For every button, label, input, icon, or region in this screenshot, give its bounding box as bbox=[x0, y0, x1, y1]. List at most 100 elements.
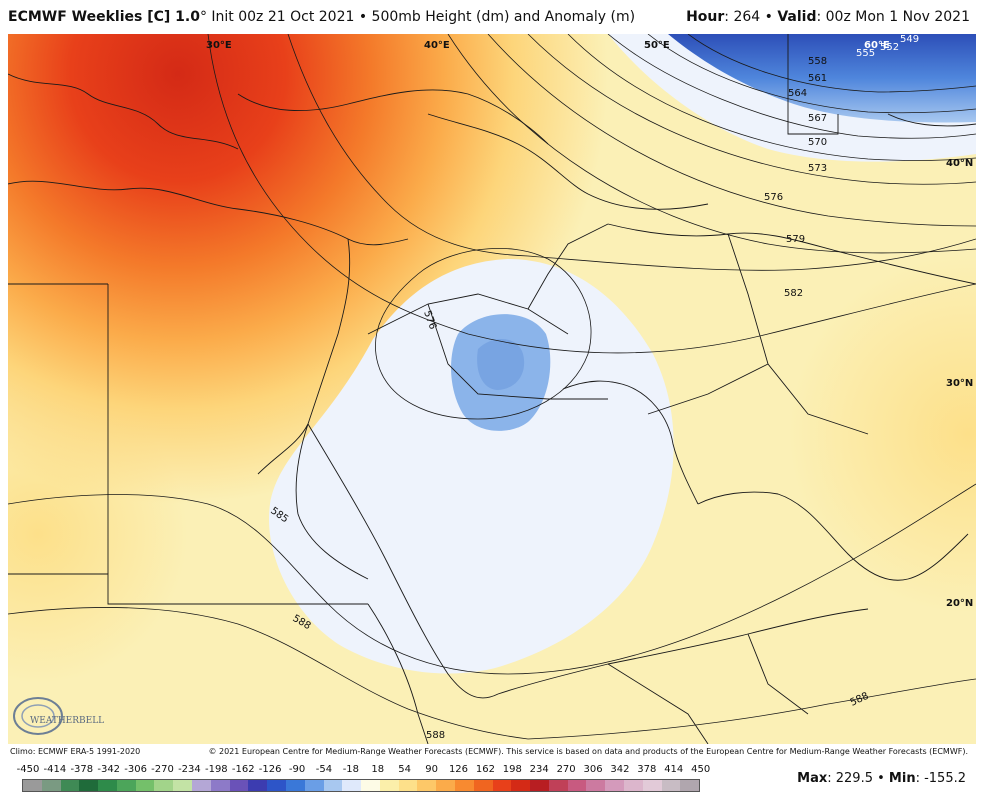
hour-value: : 264 • bbox=[724, 9, 778, 25]
contour-label: 552 bbox=[880, 42, 899, 53]
valid-time: Hour: 264 • Valid: 00z Mon 1 Nov 2021 bbox=[686, 9, 970, 25]
anomaly-negative-arabia-outer bbox=[268, 259, 674, 674]
longitude-label: 50°E bbox=[644, 40, 670, 51]
colorbar-swatch bbox=[398, 780, 418, 791]
colorbar-tick-label: -198 bbox=[204, 764, 228, 775]
contour-label: 561 bbox=[808, 73, 827, 84]
colorbar-swatch bbox=[304, 780, 324, 791]
valid-value: : 00z Mon 1 Nov 2021 bbox=[816, 9, 970, 25]
colorbar-swatch bbox=[60, 780, 80, 791]
colorbar-tick-label: -378 bbox=[70, 764, 94, 775]
colorbar-swatch bbox=[192, 780, 211, 791]
weather-map: 549 552 555 558 561 564 567 570 573 576 … bbox=[8, 34, 976, 744]
contour-label: 582 bbox=[784, 288, 803, 299]
colorbar-tick-label: -18 bbox=[342, 764, 360, 775]
weatherbell-logo: WEATHERBELL bbox=[13, 697, 104, 735]
colorbar-tick-label: 90 bbox=[425, 764, 438, 775]
colorbar-tick-label: -54 bbox=[315, 764, 333, 775]
map-canvas: 549 552 555 558 561 564 567 570 573 576 … bbox=[8, 34, 976, 744]
colorbar-swatch bbox=[454, 780, 474, 791]
colorbar-swatch bbox=[530, 780, 549, 791]
colorbar bbox=[22, 779, 700, 792]
title-description: Init 00z 21 Oct 2021 • 500mb Height (dm)… bbox=[206, 9, 636, 25]
max-value: : 229.5 • bbox=[827, 771, 889, 786]
colorbar-tick-label: 54 bbox=[398, 764, 412, 775]
colorbar-tick-label: -90 bbox=[288, 764, 306, 775]
colorbar-tick-label: 162 bbox=[475, 764, 495, 775]
colorbar-tick-label: 306 bbox=[583, 764, 603, 775]
colorbar-tick-label: -270 bbox=[151, 764, 174, 775]
colorbar-tick-label: -450 bbox=[16, 764, 40, 775]
colorbar-tick-label: -414 bbox=[43, 764, 67, 775]
latitude-label: 30°N bbox=[946, 378, 973, 389]
contour-label: 570 bbox=[808, 137, 827, 148]
max-label: Max bbox=[797, 771, 828, 786]
contour-label: 576 bbox=[764, 192, 783, 203]
colorbar-tick-label: -234 bbox=[178, 764, 201, 775]
map-title: ECMWF Weeklies [C] 1.0° Init 00z 21 Oct … bbox=[8, 9, 635, 25]
contour-label: 558 bbox=[808, 56, 827, 67]
colorbar-swatch bbox=[680, 780, 700, 791]
colorbar-swatch bbox=[548, 780, 568, 791]
max-min-readout: Max: 229.5 • Min: -155.2 bbox=[797, 771, 966, 786]
colorbar-tick-label: 378 bbox=[637, 764, 657, 775]
colorbar-swatch bbox=[210, 780, 230, 791]
credits: Climo: ECMWF ERA-5 1991-2020 © 2021 Euro… bbox=[0, 744, 984, 758]
colorbar-swatch bbox=[248, 780, 268, 791]
min-label: Min bbox=[888, 771, 916, 786]
colorbar-swatch bbox=[605, 780, 624, 791]
colorbar-swatch bbox=[661, 780, 681, 791]
logo-text: WEATHERBELL bbox=[30, 716, 104, 726]
height-contours bbox=[8, 34, 976, 740]
colorbar-tick-label: 234 bbox=[529, 764, 549, 775]
colorbar-swatch bbox=[23, 780, 42, 791]
climo-note: Climo: ECMWF ERA-5 1991-2020 bbox=[10, 747, 141, 756]
colorbar-swatch bbox=[417, 780, 437, 791]
colorbar-swatch bbox=[154, 780, 174, 791]
colorbar-swatch bbox=[323, 780, 343, 791]
colorbar-tick-label: -162 bbox=[231, 764, 255, 775]
colorbar-tick-label: 198 bbox=[502, 764, 522, 775]
colorbar-tick-label: -342 bbox=[97, 764, 121, 775]
header: ECMWF Weeklies [C] 1.0° Init 00z 21 Oct … bbox=[0, 0, 984, 34]
degree-symbol: ° bbox=[199, 9, 207, 25]
contour-label: 549 bbox=[900, 34, 919, 45]
model-name: ECMWF Weeklies [C] 1.0 bbox=[8, 9, 200, 25]
colorbar-swatch bbox=[567, 780, 587, 791]
contour-label: 588 bbox=[426, 730, 445, 741]
colorbar-swatch bbox=[361, 780, 380, 791]
colorbar-tick-label: 414 bbox=[664, 764, 684, 775]
colorbar-swatch bbox=[98, 780, 117, 791]
colorbar-tick-label: 270 bbox=[556, 764, 576, 775]
colorbar-swatch bbox=[624, 780, 643, 791]
latitude-labels: 40°N 30°N 20°N bbox=[946, 158, 973, 609]
colorbar-tick-label: -126 bbox=[258, 764, 282, 775]
colorbar-swatch bbox=[586, 780, 606, 791]
colorbar-swatch bbox=[285, 780, 305, 791]
longitude-label: 40°E bbox=[424, 40, 450, 51]
colorbar-tick-label: 126 bbox=[448, 764, 469, 775]
copyright-note: © 2021 European Centre for Medium-Range … bbox=[208, 747, 968, 756]
colorbar-swatch bbox=[342, 780, 362, 791]
hour-label: Hour bbox=[686, 9, 725, 25]
colorbar-swatch bbox=[642, 780, 662, 791]
colorbar-swatch bbox=[173, 780, 193, 791]
colorbar-swatch bbox=[511, 780, 531, 791]
colorbar-swatch bbox=[79, 780, 99, 791]
contour-label: 579 bbox=[786, 234, 805, 245]
colorbar-tick-label: 342 bbox=[610, 764, 630, 775]
colorbar-swatch bbox=[267, 780, 286, 791]
min-value: : -155.2 bbox=[915, 771, 966, 786]
colorbar-swatch bbox=[473, 780, 493, 791]
longitude-label: 60°E bbox=[864, 40, 890, 51]
latitude-label: 20°N bbox=[946, 598, 973, 609]
colorbar-swatch bbox=[229, 780, 249, 791]
longitude-labels: 30°E 40°E 50°E 60°E bbox=[206, 40, 890, 51]
anomaly-negative-arabia-center bbox=[477, 338, 525, 390]
contour-label: 573 bbox=[808, 163, 827, 174]
colorbar-swatch bbox=[436, 780, 455, 791]
colorbar-tick-label: -306 bbox=[124, 764, 147, 775]
longitude-label: 30°E bbox=[206, 40, 232, 51]
colorbar-swatch bbox=[379, 780, 399, 791]
contour-label: 555 bbox=[856, 48, 875, 59]
